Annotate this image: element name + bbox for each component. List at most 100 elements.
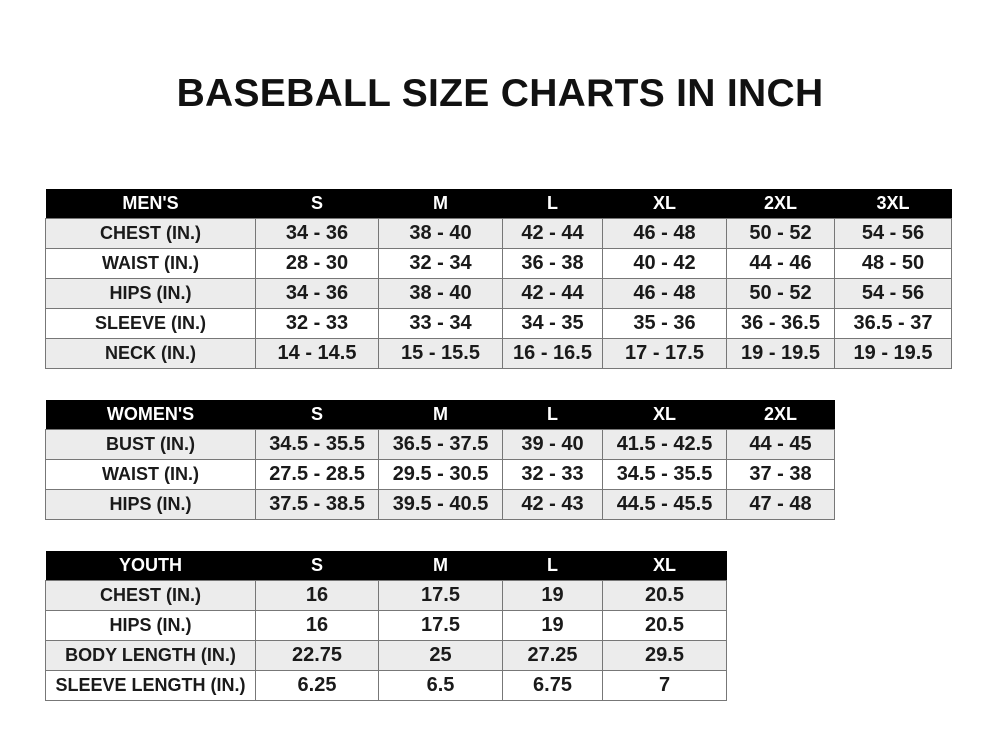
column-header: S	[255, 551, 379, 581]
size-cell: 34.5 - 35.5	[255, 429, 379, 460]
row-label: HIPS (IN.)	[45, 610, 256, 641]
size-cell: 54 - 56	[834, 218, 952, 249]
table-row: WAIST (IN.) 28 - 30 32 - 34 36 - 38 40 - 42 4…	[45, 248, 952, 279]
column-header: L	[502, 400, 603, 430]
row-label: CHEST (IN.)	[45, 218, 256, 249]
size-cell: 44 - 46	[726, 248, 835, 279]
column-header: L	[502, 551, 603, 581]
size-cell: 36 - 36.5	[726, 308, 835, 339]
size-cell: 32 - 33	[255, 308, 379, 339]
size-cell: 6.25	[255, 670, 379, 701]
size-cell: 32 - 34	[378, 248, 503, 279]
size-cell: 40 - 42	[602, 248, 727, 279]
page-title: BASEBALL SIZE CHARTS IN INCH	[176, 72, 824, 115]
size-cell: 15 - 15.5	[378, 338, 503, 369]
header-row: MEN'S S M L XL 2XL 3XL	[45, 189, 952, 219]
size-cell: 38 - 40	[378, 218, 503, 249]
size-cell: 44 - 45	[726, 429, 835, 460]
table-row: WAIST (IN.) 27.5 - 28.5 29.5 - 30.5 32 - 33…	[45, 459, 835, 490]
size-cell: 36.5 - 37	[834, 308, 952, 339]
row-label: CHEST (IN.)	[45, 580, 256, 611]
size-cell: 46 - 48	[602, 218, 727, 249]
column-header: 2XL	[726, 400, 835, 430]
row-label: SLEEVE LENGTH (IN.)	[45, 670, 256, 701]
size-cell: 28 - 30	[255, 248, 379, 279]
size-cell: 34.5 - 35.5	[602, 459, 727, 490]
size-cell: 14 - 14.5	[255, 338, 379, 369]
womens-size-table: WOMEN'S S M L XL 2XL BUST (IN.) 34.5 - 35.5 36.5…	[45, 400, 835, 520]
column-header: XL	[602, 189, 727, 219]
size-cell: 7	[602, 670, 727, 701]
table-row: CHEST (IN.) 34 - 36 38 - 40 42 - 44 46 - 48 5…	[45, 218, 952, 249]
mens-size-table: MEN'S S M L XL 2XL 3XL CHEST (IN.) 34 - 36 38 - 4…	[45, 189, 952, 369]
size-cell: 47 - 48	[726, 489, 835, 520]
size-cell: 27.5 - 28.5	[255, 459, 379, 490]
size-cell: 35 - 36	[602, 308, 727, 339]
row-label: HIPS (IN.)	[45, 489, 256, 520]
row-label: WAIST (IN.)	[45, 459, 256, 490]
size-cell: 17.5	[378, 610, 503, 641]
size-cell: 16	[255, 610, 379, 641]
size-cell: 33 - 34	[378, 308, 503, 339]
size-cell: 16 - 16.5	[502, 338, 603, 369]
table-row: SLEEVE (IN.) 32 - 33 33 - 34 34 - 35 35 - 36…	[45, 308, 952, 339]
header-row: WOMEN'S S M L XL 2XL	[45, 400, 835, 430]
column-header: M	[378, 400, 503, 430]
size-cell: 19	[502, 610, 603, 641]
column-header: M	[378, 551, 503, 581]
size-cell: 34 - 36	[255, 278, 379, 309]
row-label: BUST (IN.)	[45, 429, 256, 460]
column-header: M	[378, 189, 503, 219]
column-header: L	[502, 189, 603, 219]
size-cell: 38 - 40	[378, 278, 503, 309]
column-header: S	[255, 189, 379, 219]
size-cell: 50 - 52	[726, 278, 835, 309]
size-cell: 25	[378, 640, 503, 671]
column-header: XL	[602, 551, 727, 581]
size-cell: 17.5	[378, 580, 503, 611]
size-cell: 41.5 - 42.5	[602, 429, 727, 460]
size-cell: 6.75	[502, 670, 603, 701]
size-cell: 37 - 38	[726, 459, 835, 490]
row-label: HIPS (IN.)	[45, 278, 256, 309]
size-cell: 39.5 - 40.5	[378, 489, 503, 520]
size-cell: 54 - 56	[834, 278, 952, 309]
size-cell: 37.5 - 38.5	[255, 489, 379, 520]
size-cell: 29.5 - 30.5	[378, 459, 503, 490]
size-cell: 42 - 44	[502, 278, 603, 309]
size-cell: 44.5 - 45.5	[602, 489, 727, 520]
size-cell: 36 - 38	[502, 248, 603, 279]
table-row: BUST (IN.) 34.5 - 35.5 36.5 - 37.5 39 - 40 4…	[45, 429, 835, 460]
row-label: WAIST (IN.)	[45, 248, 256, 279]
table-row: HIPS (IN.) 37.5 - 38.5 39.5 - 40.5 42 - 43 4…	[45, 489, 835, 520]
column-header: YOUTH	[45, 551, 256, 581]
header-row: YOUTH S M L XL	[45, 551, 727, 581]
size-cell: 22.75	[255, 640, 379, 671]
size-cell: 29.5	[602, 640, 727, 671]
column-header: 3XL	[834, 189, 952, 219]
row-label: NECK (IN.)	[45, 338, 256, 369]
size-cell: 17 - 17.5	[602, 338, 727, 369]
column-header: WOMEN'S	[45, 400, 256, 430]
size-cell: 20.5	[602, 580, 727, 611]
table-row: HIPS (IN.) 34 - 36 38 - 40 42 - 44 46 - 48 50…	[45, 278, 952, 309]
table-row: CHEST (IN.) 16 17.5 19 20.5	[45, 580, 727, 611]
table-row: NECK (IN.) 14 - 14.5 15 - 15.5 16 - 16.5 17 …	[45, 338, 952, 369]
table-row: BODY LENGTH (IN.) 22.75 25 27.25 29.5	[45, 640, 727, 671]
size-cell: 48 - 50	[834, 248, 952, 279]
column-header: XL	[602, 400, 727, 430]
size-cell: 46 - 48	[602, 278, 727, 309]
size-cell: 32 - 33	[502, 459, 603, 490]
youth-size-table: YOUTH S M L XL CHEST (IN.) 16 17.5 19 20.5 HIPS (I…	[45, 551, 727, 701]
size-cell: 42 - 44	[502, 218, 603, 249]
size-cell: 16	[255, 580, 379, 611]
column-header: MEN'S	[45, 189, 256, 219]
size-cell: 39 - 40	[502, 429, 603, 460]
size-cell: 19	[502, 580, 603, 611]
row-label: SLEEVE (IN.)	[45, 308, 256, 339]
size-cell: 34 - 36	[255, 218, 379, 249]
size-cell: 20.5	[602, 610, 727, 641]
row-label: BODY LENGTH (IN.)	[45, 640, 256, 671]
size-cell: 36.5 - 37.5	[378, 429, 503, 460]
column-header: S	[255, 400, 379, 430]
